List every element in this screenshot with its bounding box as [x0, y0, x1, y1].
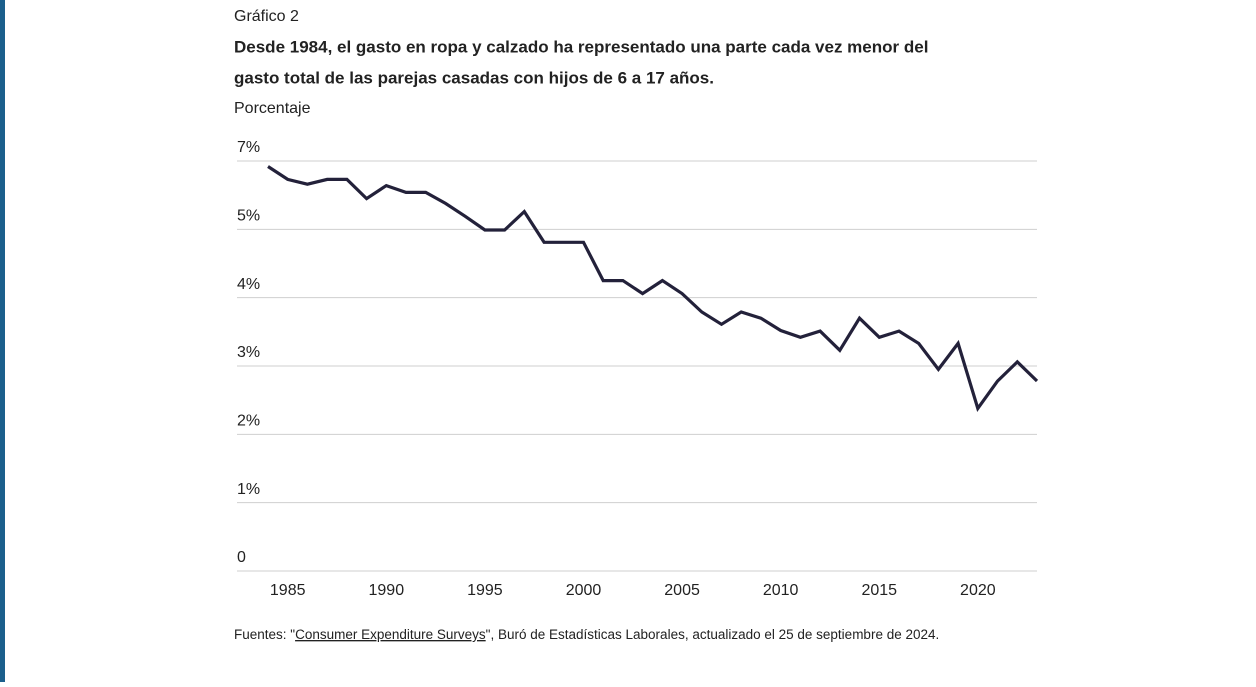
- x-tick-label: 2020: [960, 582, 996, 599]
- x-tick-label: 2015: [861, 582, 897, 599]
- y-tick-label: 3%: [237, 344, 260, 361]
- source-prefix: Fuentes: ": [234, 627, 295, 642]
- chart-label: Gráfico 2: [234, 8, 299, 25]
- y-tick-label: 7%: [237, 139, 260, 156]
- y-axis-label: Porcentaje: [234, 100, 311, 117]
- y-tick-label: 0: [237, 549, 246, 566]
- y-tick-label: 5%: [237, 208, 260, 225]
- x-tick-label: 2005: [664, 582, 700, 599]
- left-border: [0, 0, 5, 682]
- x-tick-label: 2010: [763, 582, 799, 599]
- source: Fuentes: "Consumer Expenditure Surveys",…: [234, 627, 939, 642]
- x-tick-label: 1985: [270, 582, 306, 599]
- x-tick-label: 1990: [369, 582, 405, 599]
- x-tick-label: 2000: [566, 582, 602, 599]
- source-link[interactable]: Consumer Expenditure Surveys: [295, 627, 486, 642]
- source-suffix: ", Buró de Estadísticas Laborales, actua…: [486, 627, 940, 642]
- y-tick-label: 2%: [237, 413, 260, 430]
- chart-title: Desde 1984, el gasto en ropa y calzado h…: [234, 37, 928, 56]
- y-tick-label: 4%: [237, 276, 260, 293]
- chart-title: gasto total de las parejas casadas con h…: [234, 68, 714, 87]
- y-tick-label: 1%: [237, 481, 260, 498]
- line-series: [267, 165, 1039, 412]
- x-tick-label: 1995: [467, 582, 503, 599]
